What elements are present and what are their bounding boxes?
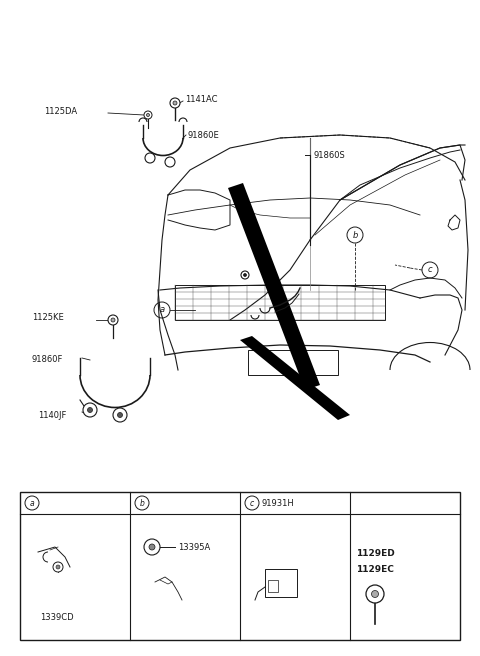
Circle shape [87, 407, 93, 413]
Text: c: c [428, 266, 432, 274]
Text: 1125DA: 1125DA [44, 108, 77, 117]
Polygon shape [240, 336, 350, 420]
Text: 1129ED: 1129ED [356, 550, 395, 558]
Circle shape [83, 403, 97, 417]
Text: 1129EC: 1129EC [356, 565, 394, 575]
Text: 1339CD: 1339CD [40, 613, 73, 621]
Circle shape [165, 157, 175, 167]
Text: c: c [250, 499, 254, 508]
Text: 1141AC: 1141AC [185, 96, 217, 104]
Circle shape [144, 111, 152, 119]
Text: 1125KE: 1125KE [32, 314, 64, 323]
Circle shape [145, 153, 155, 163]
Circle shape [173, 101, 177, 105]
Text: 1140JF: 1140JF [38, 411, 66, 419]
Circle shape [144, 539, 160, 555]
Text: 13395A: 13395A [178, 543, 210, 552]
Circle shape [366, 585, 384, 603]
Text: 91860F: 91860F [32, 356, 63, 365]
Polygon shape [228, 183, 320, 390]
Circle shape [113, 408, 127, 422]
Text: a: a [159, 306, 165, 314]
Circle shape [149, 544, 155, 550]
Circle shape [56, 565, 60, 569]
Text: 91860S: 91860S [313, 150, 345, 159]
Text: 91860E: 91860E [188, 131, 220, 140]
Text: a: a [30, 499, 34, 508]
Circle shape [243, 274, 247, 276]
Circle shape [372, 590, 379, 598]
Text: b: b [352, 230, 358, 239]
Text: 91931H: 91931H [262, 499, 295, 508]
Circle shape [53, 562, 63, 572]
Circle shape [170, 98, 180, 108]
Circle shape [241, 271, 249, 279]
Circle shape [146, 113, 149, 117]
Text: b: b [140, 499, 144, 508]
Circle shape [118, 413, 122, 417]
Circle shape [108, 315, 118, 325]
Circle shape [111, 318, 115, 322]
